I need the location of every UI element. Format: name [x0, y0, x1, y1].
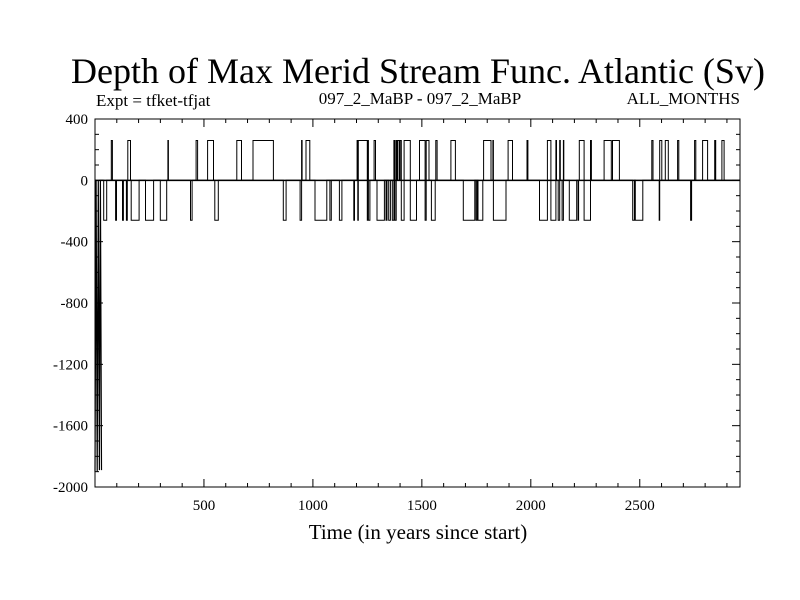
y-tick-label: -800	[61, 296, 89, 312]
y-tick-label: -2000	[53, 480, 88, 496]
y-tick-label: -400	[61, 235, 89, 251]
plot-area: 400 0 -400 -800 -1200 -1600 -2000 500 1000 1500 20…	[53, 112, 741, 514]
chart-subtitle-left: Expt = tfket-tfjat	[96, 91, 211, 110]
plot-frame	[94, 118, 741, 488]
x-tick-label: 2500	[625, 498, 655, 514]
series-initial-spike	[94, 180, 103, 472]
chart-title: Depth of Max Merid Stream Func. Atlantic…	[71, 51, 765, 91]
x-axis-title: Time (in years since start)	[309, 520, 528, 544]
chart-subtitle-right: ALL_MONTHS	[627, 89, 740, 108]
x-tick-label: 2000	[516, 498, 546, 514]
x-tick-label: 1000	[298, 498, 328, 514]
y-tick-label: -1600	[53, 419, 88, 435]
y-tick-label: 0	[81, 173, 89, 189]
y-tick-label: 400	[66, 112, 89, 128]
y-tick-label: -1200	[53, 357, 88, 373]
x-tick-label: 1500	[407, 498, 437, 514]
x-tick-label: 500	[193, 498, 216, 514]
chart-subtitle-center: 097_2_MaBP - 097_2_MaBP	[319, 89, 521, 108]
